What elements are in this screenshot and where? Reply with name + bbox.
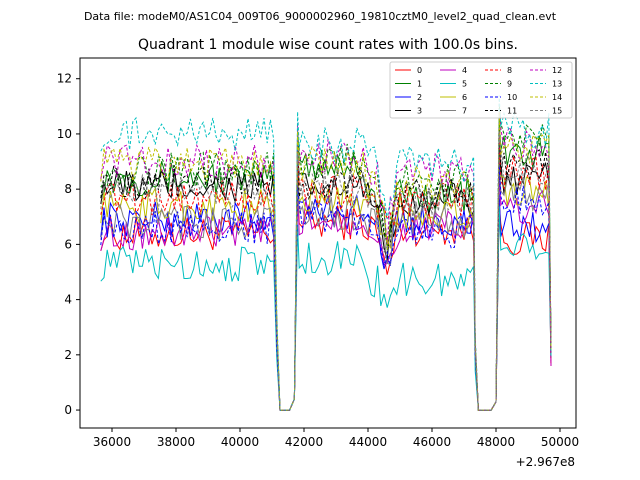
x-axis: 36000 38000 40000 42000 44000 46000 48000 50000 bbox=[93, 428, 579, 449]
legend-label-15: 15 bbox=[552, 107, 562, 116]
series-line-15 bbox=[100, 131, 552, 411]
x-offset-label: +2.967e8 bbox=[516, 455, 575, 469]
x-tick-label: 46000 bbox=[413, 435, 451, 449]
legend-label-12: 12 bbox=[552, 66, 562, 75]
legend-label-10: 10 bbox=[507, 93, 517, 102]
y-tick-label: 8 bbox=[64, 182, 72, 196]
legend-label-13: 13 bbox=[552, 80, 562, 89]
plot-area bbox=[80, 58, 576, 428]
x-tick-label: 40000 bbox=[221, 435, 259, 449]
x-tick-label: 38000 bbox=[157, 435, 195, 449]
legend-label-3: 3 bbox=[417, 107, 422, 116]
y-tick-label: 2 bbox=[64, 348, 72, 362]
series-layer bbox=[100, 95, 552, 411]
legend-label-7: 7 bbox=[462, 107, 467, 116]
x-tick-label: 44000 bbox=[349, 435, 387, 449]
legend-box bbox=[389, 61, 573, 119]
x-tick-label: 50000 bbox=[541, 435, 579, 449]
y-tick-label: 6 bbox=[64, 237, 72, 251]
legend-label-5: 5 bbox=[462, 80, 467, 89]
x-tick-label: 36000 bbox=[93, 435, 131, 449]
x-tick-label: 48000 bbox=[477, 435, 515, 449]
y-tick-label: 10 bbox=[57, 127, 72, 141]
legend-label-2: 2 bbox=[417, 93, 422, 102]
legend-label-4: 4 bbox=[462, 66, 467, 75]
plot-frame bbox=[79, 57, 577, 429]
data-file-label: Data file: modeM0/AS1C04_009T06_90000029… bbox=[84, 10, 557, 23]
series-line-5 bbox=[100, 205, 552, 411]
legend-label-6: 6 bbox=[462, 93, 467, 102]
legend-label-11: 11 bbox=[507, 107, 517, 116]
series-line-13 bbox=[100, 95, 552, 411]
x-tick-label: 42000 bbox=[285, 435, 323, 449]
legend-label-1: 1 bbox=[417, 80, 422, 89]
legend-label-9: 9 bbox=[507, 80, 512, 89]
y-tick-label: 0 bbox=[64, 403, 72, 417]
legend-label-8: 8 bbox=[507, 66, 512, 75]
chart-title: Quadrant 1 module wise count rates with … bbox=[138, 37, 518, 53]
series-line-14 bbox=[100, 111, 552, 411]
y-tick-label: 12 bbox=[57, 72, 72, 86]
legend-label-0: 0 bbox=[417, 66, 422, 75]
y-axis: 0 2 4 6 8 10 12 bbox=[57, 72, 80, 417]
legend-label-14: 14 bbox=[552, 93, 562, 102]
y-tick-label: 4 bbox=[64, 293, 72, 307]
